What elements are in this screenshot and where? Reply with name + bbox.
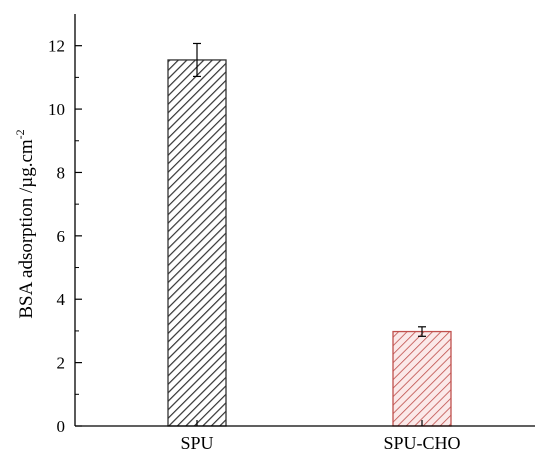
y-tick-label: 6 (57, 227, 66, 246)
y-tick-label: 2 (57, 354, 66, 373)
x-tick-label-spu-cho: SPU-CHO (383, 433, 460, 453)
bar-spu-cho (392, 330, 452, 427)
y-ticks-group: 0 2 4 6 8 10 12 (48, 37, 82, 436)
error-bars-group (193, 42, 426, 337)
y-tick-label: 4 (57, 290, 66, 309)
bar-spu (167, 59, 227, 427)
y-tick-label: 10 (48, 100, 65, 119)
x-ticks-group: SPU SPU-CHO (180, 420, 461, 453)
axes-group (74, 14, 535, 427)
y-tick-label: 0 (57, 417, 66, 436)
y-axis-label-superscript: -2 (13, 129, 27, 139)
bars-group (167, 59, 452, 427)
y-axis-label-text: BSA adsorption /µg.cm (16, 139, 37, 319)
x-tick-label-spu: SPU (180, 433, 213, 453)
y-axis-label: BSA adsorption /µg.cm-2 (13, 129, 37, 318)
y-tick-label: 8 (57, 163, 66, 182)
y-tick-label: 12 (48, 37, 65, 56)
